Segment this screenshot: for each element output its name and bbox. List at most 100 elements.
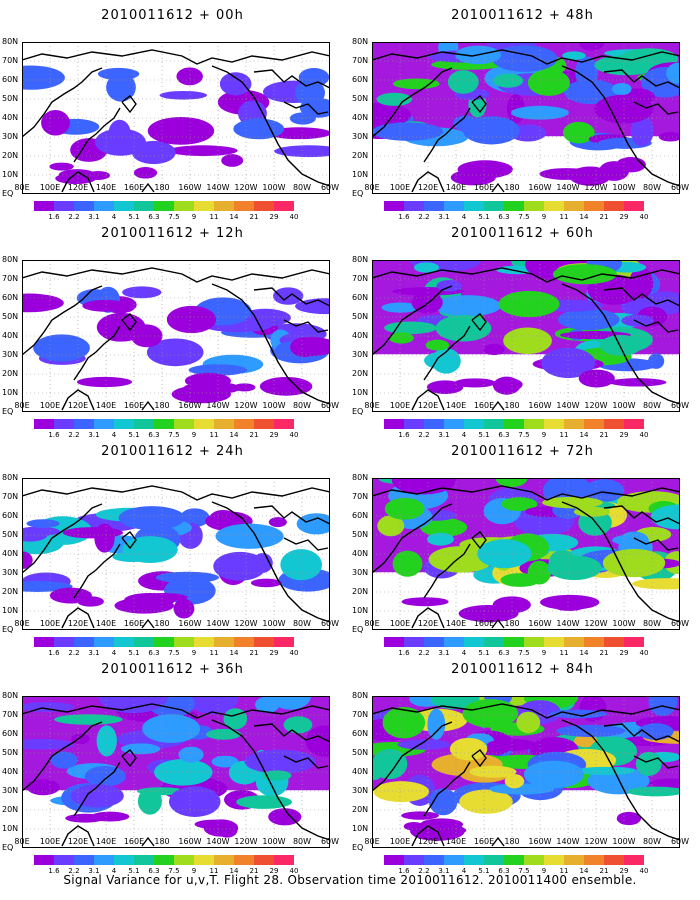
coastline [22, 703, 330, 719]
coastline [211, 65, 330, 187]
colorbar-swatch [154, 201, 174, 211]
latitude-label: 30N [2, 350, 19, 359]
longitude-label: 60W [320, 401, 340, 410]
coastline [283, 101, 329, 115]
variance-contour [401, 597, 449, 607]
coastline [121, 95, 137, 114]
colorbar-swatch [624, 637, 644, 647]
longitude-label: 100W [612, 401, 636, 410]
colorbar-swatch [54, 419, 74, 429]
longitude-label: 140E [445, 401, 467, 410]
colorbar-label: 6.3 [498, 649, 510, 657]
colorbar-label: 1.6 [398, 213, 410, 221]
colorbar [34, 637, 294, 647]
forecast-panel: 2010011612 + 84h 80N 70N 60N 50N 40N 30N 20N 10N… [350, 662, 695, 884]
longitude-label: 180 [504, 619, 520, 628]
latitude-label: 70N [2, 56, 19, 65]
colorbar-label: 21 [599, 867, 609, 875]
colorbar-swatch [94, 637, 114, 647]
latitude-label: 30N [2, 568, 19, 577]
colorbar-label: 5.1 [478, 649, 490, 657]
latitude-label: 80N [352, 473, 369, 482]
latitude-label: 70N [352, 56, 369, 65]
variance-contour [206, 728, 242, 740]
variance-contour [498, 290, 560, 318]
longitude-label: 140E [445, 183, 467, 192]
variance-contour [575, 766, 635, 776]
variance-map [372, 260, 680, 412]
colorbar-swatch [424, 855, 444, 865]
longitude-label: 80E [14, 401, 30, 410]
colorbar-label: 7.5 [168, 431, 180, 439]
coastline [61, 607, 95, 629]
variance-contour [548, 549, 577, 578]
variance-contour [208, 509, 238, 529]
colorbar-swatch [404, 419, 424, 429]
longitude-label: 100W [262, 183, 286, 192]
coastline [121, 531, 137, 550]
colorbar-label: 14 [229, 431, 239, 439]
longitude-label: 80E [364, 837, 380, 846]
variance-contour [118, 506, 186, 530]
longitude-label: 160E [473, 619, 495, 628]
latitude-label: 80N [2, 691, 19, 700]
colorbar-label: 5.1 [128, 431, 140, 439]
longitude-label: 140E [95, 619, 117, 628]
variance-contour [542, 496, 603, 509]
colorbar-label: 40 [289, 431, 299, 439]
colorbar-swatch [604, 637, 624, 647]
colorbar-swatch [194, 637, 214, 647]
colorbar-swatch [234, 637, 254, 647]
variance-contour [384, 321, 437, 335]
colorbar-label: 11 [559, 431, 569, 439]
coastline [471, 749, 487, 768]
latitude-label: 10N [2, 170, 19, 179]
latitude-label: 30N [352, 132, 369, 141]
variance-contour [500, 573, 540, 587]
colorbar-label: 29 [619, 431, 629, 439]
variance-map [372, 478, 680, 630]
latitude-label: 20N [2, 369, 19, 378]
colorbar-label: 21 [249, 649, 259, 657]
colorbar-label: 21 [249, 867, 259, 875]
variance-contour [575, 56, 599, 88]
variance-contour [187, 696, 239, 715]
colorbar-swatch [424, 637, 444, 647]
colorbar-label: 6.3 [148, 649, 160, 657]
variance-contour [503, 327, 552, 354]
longitude-label: 120E [417, 401, 439, 410]
colorbar-label: 4 [461, 867, 467, 875]
variance-contour [638, 723, 674, 741]
latitude-label: 70N [352, 492, 369, 501]
longitude-label: 80E [14, 183, 30, 192]
variance-contour [268, 808, 302, 826]
colorbar-swatch [94, 419, 114, 429]
colorbar-label: 2.2 [68, 649, 80, 657]
variance-contour [77, 596, 104, 607]
latitude-label: 10N [352, 824, 369, 833]
variance-contour [602, 548, 666, 578]
longitude-label: 160E [123, 183, 145, 192]
variance-contour [401, 811, 439, 820]
forecast-panel: 2010011612 + 00h 80N 70N 60N 50N 40N 30N 20N 10N… [0, 8, 345, 230]
latitude-label: 10N [352, 388, 369, 397]
variance-contour [454, 378, 496, 388]
variance-map [22, 696, 330, 848]
coastline [141, 618, 155, 629]
longitude-label: 160W [528, 401, 552, 410]
coastline [22, 485, 330, 501]
colorbar-swatch [134, 419, 154, 429]
colorbar-label: 4 [111, 431, 117, 439]
longitude-label: 160W [178, 401, 202, 410]
colorbar-label: 7.5 [518, 867, 530, 875]
longitude-label: 80E [364, 183, 380, 192]
coastline [491, 182, 505, 193]
latitude-label: 30N [352, 350, 369, 359]
colorbar-label: 4 [111, 649, 117, 657]
variance-contour [221, 154, 244, 167]
variance-contour [96, 725, 117, 757]
colorbar-swatch [174, 637, 194, 647]
coastline [61, 389, 95, 411]
coastline [22, 267, 330, 283]
coastline [603, 505, 680, 525]
